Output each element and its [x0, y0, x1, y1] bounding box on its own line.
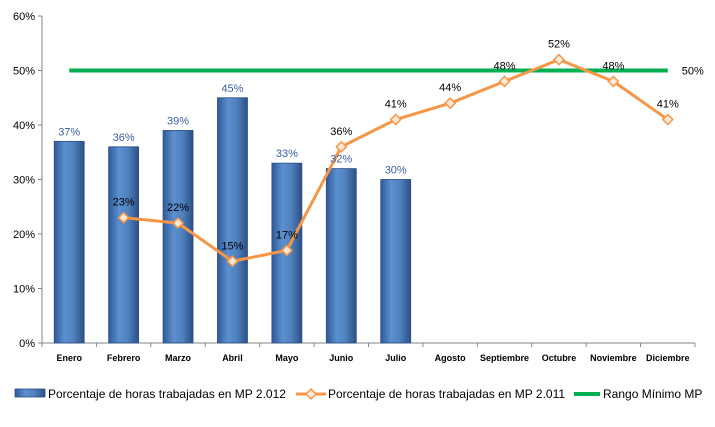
line-point	[444, 97, 457, 110]
line-data-label: 41%	[657, 99, 679, 111]
bar-data-label: 36%	[113, 132, 135, 144]
line-data-label: 15%	[221, 240, 243, 252]
line-point	[171, 217, 185, 230]
x-tick-label: Marzo	[165, 353, 192, 363]
x-tick-label: Agosto	[435, 353, 466, 363]
bar	[162, 130, 194, 344]
x-tick-label: Abril	[222, 353, 243, 363]
line-point	[552, 53, 566, 66]
bar-data-label: 30%	[385, 165, 407, 177]
y-tick-label: 20%	[13, 229, 35, 241]
bar	[380, 179, 412, 344]
x-tick-label: Diciembre	[646, 353, 690, 363]
x-tick-label: Noviembre	[590, 353, 637, 363]
y-tick-label: 50%	[13, 66, 35, 78]
x-tick-label: Octubre	[542, 353, 577, 363]
x-tick-label: Febrero	[107, 353, 141, 363]
bar-data-label: 33%	[276, 148, 298, 160]
x-tick-label: Mayo	[275, 353, 299, 363]
bar-series	[53, 97, 412, 344]
threshold-data-label: 50%	[682, 66, 704, 78]
bar-data-label: 32%	[330, 154, 352, 166]
bar-data-label: 39%	[167, 115, 189, 127]
legend-label: Porcentaje de horas trabajadas en MP 2.0…	[328, 387, 565, 401]
data-labels: 37% 36% 39% 45% 33% 32% 30% 50% 23% 22% 15% 17% 36% 4…	[58, 39, 704, 253]
bar	[325, 168, 357, 344]
legend-swatch-bar	[14, 388, 46, 398]
legend-swatch-marker	[304, 387, 318, 401]
line-data-label: 23%	[113, 197, 135, 209]
y-tick-label: 40%	[13, 120, 35, 132]
y-tick-label: 10%	[13, 284, 35, 296]
line-data-label: 48%	[494, 60, 516, 72]
y-tick-label: 60%	[13, 11, 35, 23]
line-data-label: 17%	[276, 229, 298, 241]
bar-data-label: 37%	[58, 126, 80, 138]
y-tick-label: 0%	[19, 338, 35, 350]
line-data-label: 36%	[330, 126, 352, 138]
bar-data-label: 45%	[221, 83, 243, 95]
bar	[108, 146, 140, 344]
bar	[53, 140, 85, 344]
line-data-label: 44%	[439, 82, 461, 94]
line-point	[661, 113, 674, 126]
x-tick-label: Junio	[329, 353, 354, 363]
x-tick-label: Enero	[56, 353, 82, 363]
line-data-label: 52%	[548, 39, 570, 51]
line-point	[607, 75, 620, 88]
line-point	[335, 140, 348, 153]
legend: Porcentaje de horas trabajadas en MP 2.0…	[14, 387, 702, 401]
line-data-label: 41%	[385, 99, 407, 111]
legend-label: Porcentaje de horas trabajadas en MP 2.0…	[48, 387, 286, 401]
line-data-label: 48%	[602, 60, 624, 72]
line-series	[117, 53, 674, 268]
axes: 0% 10% 20% 30% 40% 50% 60% Enero Febrero Marzo Abr…	[13, 11, 696, 363]
line-point	[498, 75, 511, 88]
y-tick-label: 30%	[13, 175, 35, 187]
line-point	[226, 255, 239, 268]
legend-label: Rango Mínimo MP	[603, 387, 702, 401]
x-tick-label: Julio	[385, 353, 407, 363]
x-tick-label: Septiembre	[480, 353, 529, 363]
line-point	[117, 211, 130, 224]
line-data-label: 22%	[167, 202, 189, 214]
bar	[217, 97, 248, 344]
line-point	[389, 113, 402, 126]
line-point	[280, 244, 293, 257]
